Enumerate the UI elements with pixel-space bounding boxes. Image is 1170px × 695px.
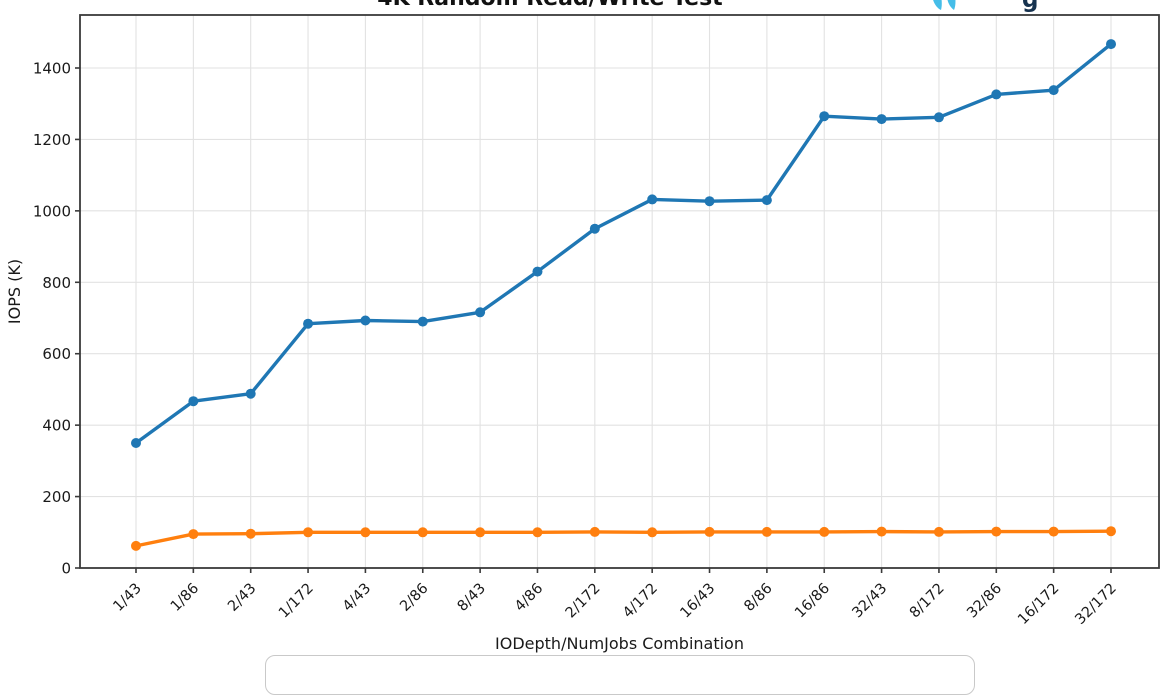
x-tick-label: 16/86 — [792, 581, 833, 622]
data-point — [1106, 39, 1116, 50]
x-tick-label: 8/172 — [907, 581, 948, 622]
y-tick-label: 0 — [61, 560, 71, 578]
data-point — [704, 526, 715, 537]
x-tick-label: 8/43 — [455, 581, 489, 615]
x-tick-label: 4/172 — [620, 581, 661, 622]
series-line-random-read — [134, 42, 1113, 445]
data-point — [417, 527, 428, 538]
data-point — [417, 316, 428, 327]
x-tick-label: 2/43 — [225, 581, 259, 615]
data-point — [991, 526, 1002, 537]
data-point — [131, 438, 141, 448]
x-tick-label: 16/172 — [1015, 581, 1062, 628]
data-point — [761, 526, 772, 537]
data-point — [360, 527, 371, 538]
data-point — [589, 526, 600, 537]
data-point — [303, 318, 314, 329]
data-point — [303, 527, 314, 538]
x-tick-label: 2/172 — [563, 581, 604, 622]
data-point — [532, 266, 543, 277]
data-point — [360, 315, 371, 326]
x-tick-label: 32/172 — [1072, 581, 1119, 628]
y-tick-label: 200 — [42, 488, 71, 506]
data-point — [819, 526, 830, 537]
data-point — [188, 396, 199, 407]
x-axis-label: IODepth/NumJobs Combination — [495, 634, 744, 653]
data-point — [245, 528, 256, 539]
data-point — [245, 388, 256, 399]
x-tick-label: 1/86 — [168, 581, 202, 615]
x-tick-label: 16/43 — [677, 581, 718, 622]
chart-svg: 0 200 400 600 800 1000 1200 1400 1/43 1/86 2/43 1/1… — [5, 14, 1160, 653]
x-tick-label: 4/43 — [340, 581, 374, 615]
y-tick-label: 1000 — [33, 202, 71, 220]
data-point — [647, 194, 658, 205]
x-tick-label: 1/172 — [276, 581, 317, 622]
series-line-random-write — [134, 529, 1113, 548]
data-point — [876, 114, 887, 125]
chart-title: 4K Random Read/Write Test — [0, 0, 1100, 11]
plot-border — [79, 14, 1160, 569]
y-axis-label: IOPS (K) — [5, 259, 24, 324]
x-tick-label: 1/43 — [110, 581, 144, 615]
data-point — [1048, 85, 1059, 96]
data-point — [131, 540, 141, 551]
data-point — [589, 223, 600, 234]
y-tick-label: 600 — [42, 345, 71, 363]
y-tick-label: 800 — [42, 274, 71, 292]
x-tick-label: 2/86 — [397, 581, 431, 615]
x-tick-label: 32/43 — [850, 581, 891, 622]
data-point — [933, 526, 944, 537]
x-tick-label: 4/86 — [512, 581, 546, 615]
data-point — [475, 527, 486, 538]
y-tick-label: 400 — [42, 417, 71, 435]
chart-area: 0 200 400 600 800 1000 1200 1400 1/43 1/86 2/43 1/1… — [5, 14, 1160, 653]
y-tick-label: 1200 — [33, 131, 71, 149]
y-tick-label: 1400 — [33, 60, 71, 78]
data-point — [876, 526, 887, 537]
data-point — [761, 195, 772, 206]
data-point — [704, 196, 715, 207]
data-point — [188, 529, 199, 540]
data-point — [532, 527, 543, 538]
legend-box — [265, 655, 975, 695]
x-tick-label: 8/86 — [741, 581, 775, 615]
data-point — [933, 112, 944, 123]
data-point — [991, 89, 1002, 100]
data-point — [1106, 526, 1116, 537]
x-tick-label: 32/86 — [964, 581, 1005, 622]
data-point — [819, 111, 830, 122]
data-point — [1048, 526, 1059, 537]
data-point — [475, 307, 486, 318]
data-point — [647, 527, 658, 538]
